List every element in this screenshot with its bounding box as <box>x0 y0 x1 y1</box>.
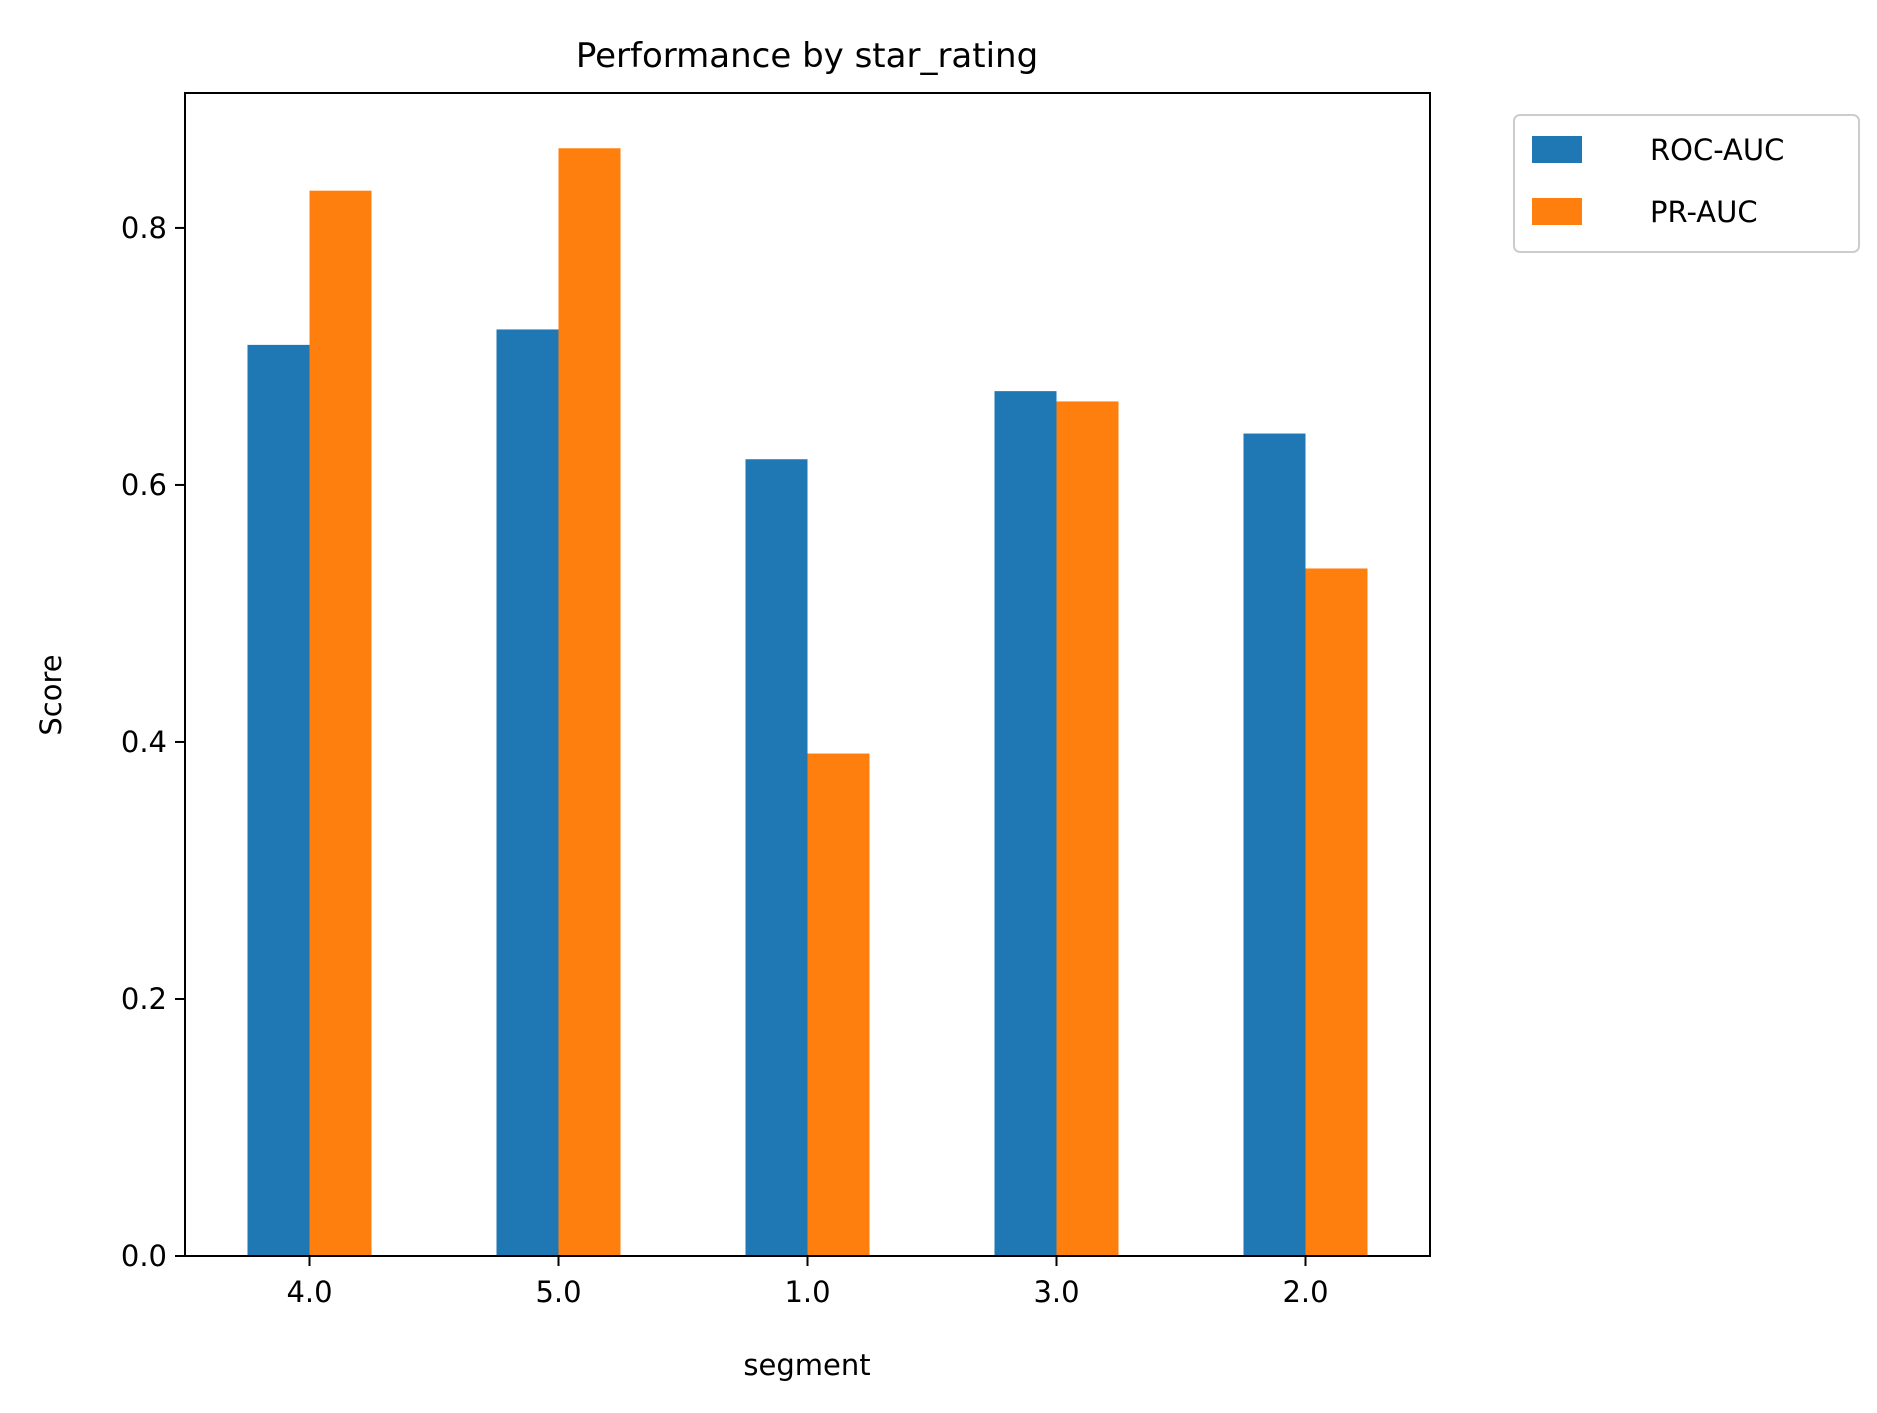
x-tick-label: 2.0 <box>1282 1275 1328 1309</box>
bar-pr-auc-0 <box>309 190 372 1257</box>
y-axis-ticks: 0.0 0.2 0.4 0.6 0.8 <box>121 211 185 1273</box>
legend-frame <box>1513 114 1860 253</box>
bar-pr-auc-2 <box>807 753 870 1256</box>
bar-roc-auc-2 <box>745 459 808 1256</box>
legend-swatch <box>1532 198 1582 225</box>
bars-layer <box>247 148 1368 1257</box>
bar-pr-auc-1 <box>558 148 621 1257</box>
bar-pr-auc-4 <box>1305 568 1368 1256</box>
legend-label: PR-AUC <box>1650 195 1758 229</box>
chart-title: Performance by star_rating <box>576 36 1038 76</box>
y-tick-label: 0.2 <box>121 982 167 1016</box>
bar-pr-auc-3 <box>1056 401 1119 1256</box>
x-axis-ticks: 4.0 5.0 1.0 3.0 2.0 <box>286 1256 1329 1309</box>
y-tick-label: 0.6 <box>121 468 167 502</box>
plot-area: 0.0 0.2 0.4 0.6 0.8 4.0 5.0 1.0 3.0 2.0 <box>121 92 1431 1309</box>
y-tick-label: 0.4 <box>121 725 167 759</box>
legend-items: ROC-AUC PR-AUC <box>1532 133 1784 229</box>
x-axis-label: segment <box>743 1348 870 1382</box>
bar-roc-auc-1 <box>496 329 559 1256</box>
bar-roc-auc-3 <box>994 391 1057 1256</box>
x-tick-label: 4.0 <box>286 1275 332 1309</box>
legend-swatch <box>1532 136 1582 163</box>
y-tick-label: 0.0 <box>121 1239 167 1273</box>
bar-roc-auc-4 <box>1243 433 1306 1256</box>
y-tick-label: 0.8 <box>121 211 167 245</box>
legend: ROC-AUC PR-AUC <box>1513 114 1860 253</box>
x-tick-label: 3.0 <box>1033 1275 1079 1309</box>
x-tick-label: 5.0 <box>535 1275 581 1309</box>
legend-label: ROC-AUC <box>1650 133 1784 167</box>
y-axis-label: Score <box>34 654 68 735</box>
x-tick-label: 1.0 <box>784 1275 830 1309</box>
bar-roc-auc-0 <box>247 344 310 1257</box>
